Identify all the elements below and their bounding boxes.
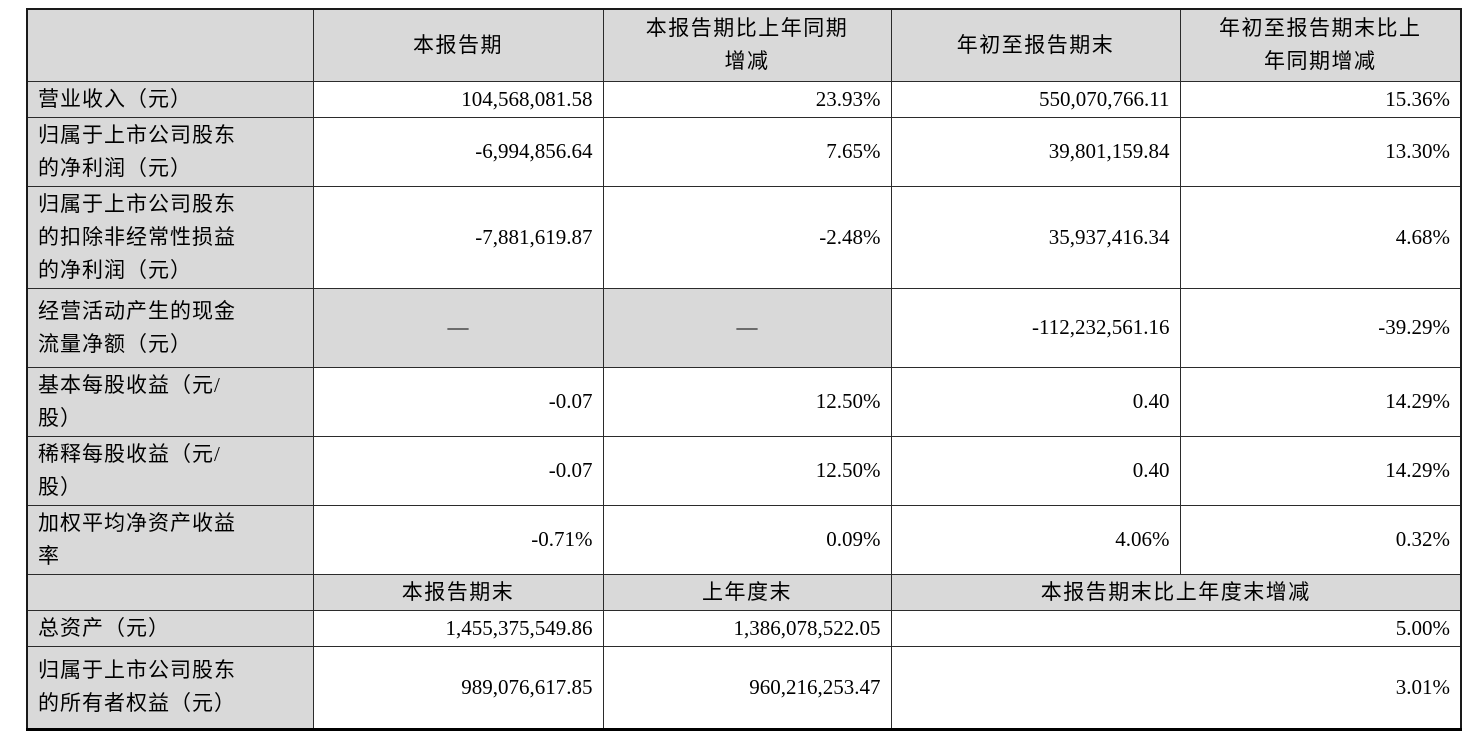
header-row-period: 本报告期 本报告期比上年同期 增减 年初至报告期末 年初至报告期末比上 年同期增…: [26, 8, 1462, 82]
table-row-operating-cash-flow: 经营活动产生的现金 流量净额（元） — — -112,232,561.16 -3…: [26, 287, 1462, 368]
header-cell-yoy-change: 本报告期比上年同期 增减: [602, 8, 892, 82]
value-cell: 0.40: [890, 435, 1181, 506]
value-cell: 39,801,159.84: [890, 116, 1181, 187]
value-cell: 0.40: [890, 366, 1181, 437]
header-cell-current-period: 本报告期: [312, 8, 604, 82]
financial-summary-table: 本报告期 本报告期比上年同期 增减 年初至报告期末 年初至报告期末比上 年同期增…: [26, 8, 1462, 731]
table-row-equity: 归属于上市公司股东 的所有者权益（元） 989,076,617.85 960,2…: [26, 645, 1462, 730]
value-cell: 0.32%: [1179, 504, 1462, 575]
table-row-net-profit-excl-nonrecurring: 归属于上市公司股东 的扣除非经常性损益 的净利润（元） -7,881,619.8…: [26, 185, 1462, 289]
value-cell: 15.36%: [1179, 80, 1462, 118]
row-label-total-assets: 总资产（元）: [26, 609, 314, 647]
row-label-equity: 归属于上市公司股东 的所有者权益（元）: [26, 645, 314, 730]
header-cell-change-vs-prior-year-end: 本报告期末比上年度末增减: [890, 573, 1462, 611]
value-cell: 3.01%: [890, 645, 1462, 730]
header-cell-blank: [26, 8, 314, 82]
row-label-net-profit: 归属于上市公司股东 的净利润（元）: [26, 116, 314, 187]
value-cell: -7,881,619.87: [312, 185, 604, 289]
row-label-net-profit-excl-nonrecurring: 归属于上市公司股东 的扣除非经常性损益 的净利润（元）: [26, 185, 314, 289]
table-row-total-assets: 总资产（元） 1,455,375,549.86 1,386,078,522.05…: [26, 609, 1462, 647]
header-cell-period-end: 本报告期末: [312, 573, 604, 611]
value-cell: -2.48%: [602, 185, 892, 289]
row-label-diluted-eps: 稀释每股收益（元/ 股）: [26, 435, 314, 506]
value-cell: 12.50%: [602, 435, 892, 506]
header-row-period-end: 本报告期末 上年度末 本报告期末比上年度末增减: [26, 573, 1462, 611]
table-row-basic-eps: 基本每股收益（元/ 股） -0.07 12.50% 0.40 14.29%: [26, 366, 1462, 437]
value-cell: 4.68%: [1179, 185, 1462, 289]
table-row-net-profit: 归属于上市公司股东 的净利润（元） -6,994,856.64 7.65% 39…: [26, 116, 1462, 187]
value-cell: -0.71%: [312, 504, 604, 575]
value-cell: 23.93%: [602, 80, 892, 118]
value-cell: 12.50%: [602, 366, 892, 437]
value-cell: 13.30%: [1179, 116, 1462, 187]
value-cell: -0.07: [312, 435, 604, 506]
value-cell: 4.06%: [890, 504, 1181, 575]
value-cell: -0.07: [312, 366, 604, 437]
row-label-revenue: 营业收入（元）: [26, 80, 314, 118]
value-cell: 104,568,081.58: [312, 80, 604, 118]
value-cell: -39.29%: [1179, 287, 1462, 368]
value-cell: 5.00%: [890, 609, 1462, 647]
value-cell: 7.65%: [602, 116, 892, 187]
value-cell: 14.29%: [1179, 366, 1462, 437]
table-row-revenue: 营业收入（元） 104,568,081.58 23.93% 550,070,76…: [26, 80, 1462, 118]
table-row-weighted-avg-roe: 加权平均净资产收益 率 -0.71% 0.09% 4.06% 0.32%: [26, 504, 1462, 575]
header-cell-ytd-yoy-change: 年初至报告期末比上 年同期增减: [1179, 8, 1462, 82]
value-cell: 14.29%: [1179, 435, 1462, 506]
row-label-operating-cash-flow: 经营活动产生的现金 流量净额（元）: [26, 287, 314, 368]
value-cell: 1,386,078,522.05: [602, 609, 892, 647]
table-row-diluted-eps: 稀释每股收益（元/ 股） -0.07 12.50% 0.40 14.29%: [26, 435, 1462, 506]
value-cell: -112,232,561.16: [890, 287, 1181, 368]
value-cell: 0.09%: [602, 504, 892, 575]
value-cell-dash: —: [312, 287, 604, 368]
value-cell: 1,455,375,549.86: [312, 609, 604, 647]
row-label-weighted-avg-roe: 加权平均净资产收益 率: [26, 504, 314, 575]
value-cell: 989,076,617.85: [312, 645, 604, 730]
header-cell-prior-year-end: 上年度末: [602, 573, 892, 611]
value-cell: 960,216,253.47: [602, 645, 892, 730]
value-cell: 550,070,766.11: [890, 80, 1181, 118]
row-label-basic-eps: 基本每股收益（元/ 股）: [26, 366, 314, 437]
value-cell-dash: —: [602, 287, 892, 368]
header-cell-ytd: 年初至报告期末: [890, 8, 1181, 82]
value-cell: -6,994,856.64: [312, 116, 604, 187]
header-cell-blank: [26, 573, 314, 611]
value-cell: 35,937,416.34: [890, 185, 1181, 289]
